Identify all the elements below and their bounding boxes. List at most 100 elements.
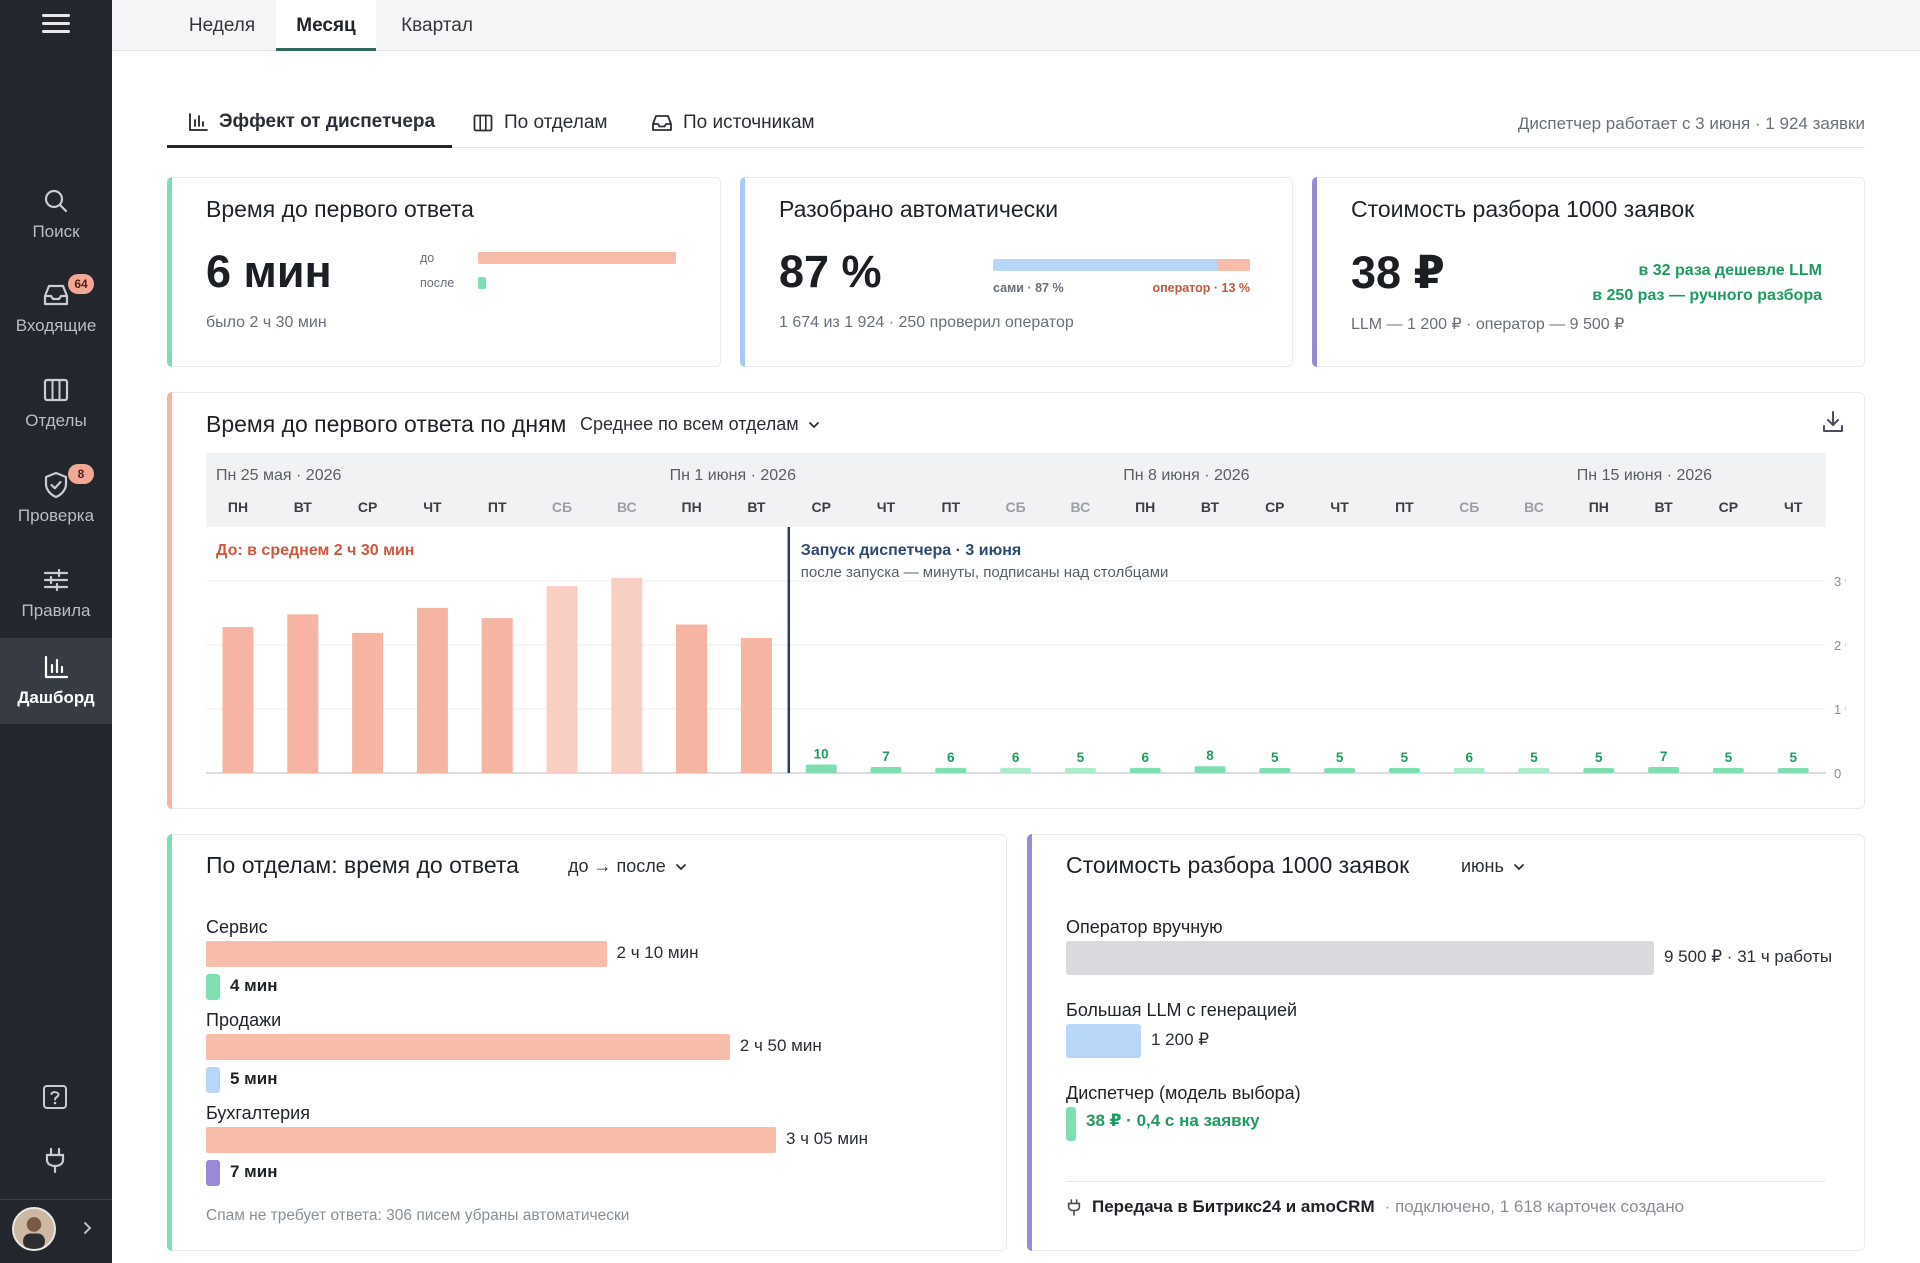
after-bar-label: 5 [1336,750,1344,765]
after-bar-label: 5 [1595,750,1603,765]
month-filter-select[interactable]: июнь [1461,856,1526,877]
sidebar-item-inbox[interactable]: 64 Входящие [0,266,112,352]
tab-month[interactable]: Месяц [276,0,376,51]
card-accent [167,392,172,809]
kpi-card-auto-processed: Разобрано автоматически 87 % сами · 87 %… [740,177,1293,367]
spam-footnote: Спам не требует ответа: 306 писем убраны… [206,1207,630,1224]
crm-integration-status[interactable]: Передача в Битрикс24 и amoCRM · подключе… [1066,1197,1684,1217]
search-icon [41,186,71,216]
tab-week[interactable]: Неделя [188,15,256,36]
avatar[interactable] [12,1207,56,1251]
sidebar-divider [0,1199,112,1200]
cost-value: 38 ₽ · 0,4 с на заявку [1086,1111,1260,1130]
sidebar-item-search[interactable]: Поиск [0,172,112,258]
after-bar [1777,768,1809,773]
menu-icon[interactable] [42,14,70,36]
kpi-subtext: LLM — 1 200 ₽ · оператор — 9 500 ₽ [1351,316,1625,333]
sidebar: Поиск 64 Входящие Отделы 8 Проверка Прав… [0,0,112,1263]
tab-quarter[interactable]: Квартал [401,15,473,36]
before-bar [287,614,319,773]
cost-row-name: Большая LLM с генерацией [1066,1000,1298,1020]
after-bar [478,277,486,289]
before-bar [206,941,607,967]
kpi-value: 87 % [779,246,882,297]
cost-value: 9 500 ₽ · 31 ч работы [1664,947,1833,966]
chart-title: Время до первого ответа по дням [206,411,567,437]
tab-by-sources[interactable]: По источникам [651,104,815,148]
bar-chart-icon [41,652,71,682]
daily-response-chart-card: Время до первого ответа по дням Среднее … [167,392,1865,809]
day-label: СР [811,499,830,515]
comparison-filter-select[interactable]: до → после [568,856,688,877]
sidebar-item-label: Проверка [17,506,95,525]
after-bar [1000,767,1032,773]
after-bar-label: 6 [1141,750,1149,765]
compare-manual-text: в 250 раз — ручного разбора [1592,287,1822,304]
sidebar-item-dashboard[interactable]: Дашборд [0,638,112,724]
kpi-title: Стоимость разбора 1000 заявок [1351,196,1695,222]
kpi-value: 6 мин [206,246,332,297]
integration-title: Передача в Битрикс24 и amoCRM [1092,1197,1375,1216]
operator-share-label: оператор · 13 % [1152,281,1250,295]
sidebar-item-departments[interactable]: Отделы [0,361,112,447]
help-icon[interactable] [41,1083,69,1111]
columns-icon [41,375,71,405]
tab-by-departments[interactable]: По отделам [472,104,607,148]
launch-title: Запуск диспетчера · 3 июня [801,542,1021,559]
day-label: ПТ [488,499,507,515]
inbox-icon [652,115,672,131]
department-name: Сервис [206,917,268,937]
day-label: ПН [228,499,248,515]
after-bar [206,1067,220,1093]
before-bar [352,632,384,773]
sidebar-item-rules[interactable]: Правила [0,551,112,637]
after-label: после [420,276,455,290]
after-bar [1453,767,1485,773]
after-bar [1259,768,1291,773]
departments-response-card: По отделам: время до ответа до → после С… [167,834,1007,1251]
plug-icon[interactable] [42,1146,68,1174]
chevron-right-icon[interactable] [80,1216,96,1240]
day-label: ВС [617,499,637,515]
review-count-badge: 8 [68,464,94,484]
before-average-note: До: в среднем 2 ч 30 мин [216,542,414,559]
after-bar-label: 6 [1012,750,1020,765]
before-bar [740,637,772,773]
card-accent [1312,177,1317,367]
launch-subtitle: после запуска — минуты, подписаны над ст… [801,564,1169,581]
bar-chart-icon [189,112,208,131]
before-value: 2 ч 50 мин [739,1036,822,1055]
tab-label: По отделам [504,112,608,133]
before-bar [416,607,448,773]
day-label: ЧТ [1330,499,1349,515]
dispatcher-since-text: Диспетчер работает с 3 июня · 1 924 заяв… [1517,114,1865,133]
tab-dispatcher-effect[interactable]: Эффект от диспетчера [167,104,452,148]
department-name: Продажи [206,1010,282,1030]
day-label: ВТ [1655,499,1674,515]
cost-value: 1 200 ₽ [1151,1030,1210,1049]
day-label: ПТ [1395,499,1414,515]
after-bar-label: 5 [1401,750,1409,765]
after-bar-label: 10 [814,747,829,762]
after-bar [805,764,837,773]
before-label: до [420,251,435,265]
before-bar [206,1127,776,1153]
kpi-subtext: было 2 ч 30 мин [206,314,327,331]
after-bar [1194,766,1226,773]
week-label: Пн 15 июня · 2026 [1577,467,1712,484]
cost-row-name: Диспетчер (модель выбора) [1066,1083,1301,1103]
day-label: ПН [1589,499,1609,515]
sidebar-item-review[interactable]: 8 Проверка [0,456,112,542]
y-tick-label: 1 ч [1834,702,1846,717]
before-value: 2 ч 10 мин [616,943,699,962]
week-label: Пн 25 мая · 2026 [216,467,342,484]
before-bar [611,577,643,773]
day-label: ПТ [941,499,960,515]
after-bar-label: 5 [1725,750,1733,765]
download-icon[interactable] [1820,409,1846,435]
sidebar-item-label: Дашборд [17,688,95,707]
chevron-down-icon [1513,863,1524,870]
before-value: 3 ч 05 мин [786,1129,868,1148]
department-filter-select[interactable]: Среднее по всем отделам [580,414,821,435]
after-bar-label: 7 [1660,749,1668,764]
